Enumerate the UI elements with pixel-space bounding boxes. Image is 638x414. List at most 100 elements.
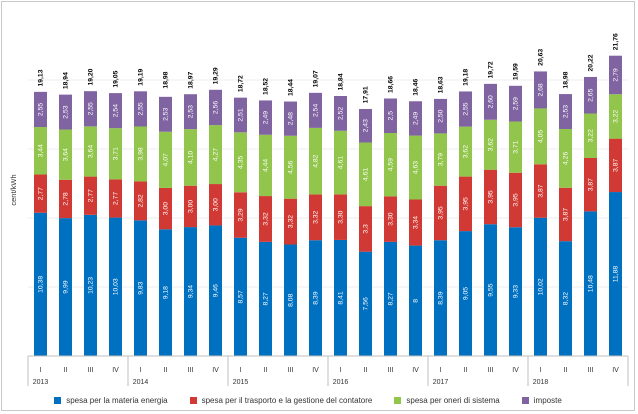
segment-data-label: 3,00: [212, 198, 219, 211]
legend-swatch-oneri: [394, 396, 402, 404]
bar-segment: [284, 135, 297, 199]
legend-item-oneri: spesa per oneri di sistema: [394, 396, 500, 405]
total-data-label: 19,05: [112, 70, 119, 87]
bar-segment: [534, 164, 547, 218]
segment-data-label: 2,49: [412, 112, 419, 125]
segment-data-label: 3,30: [337, 210, 344, 223]
bar-segment: [284, 101, 297, 136]
bar-segment: [409, 101, 422, 136]
total-data-label: 19,20: [87, 68, 94, 85]
segment-data-label: 2,53: [62, 105, 69, 118]
bar-segment: [559, 187, 572, 242]
segment-data-label: 11,88: [612, 266, 619, 283]
total-data-label: 20,22: [587, 54, 594, 71]
bar-segment: [59, 218, 72, 356]
bar-segment: [159, 187, 172, 230]
chart-legend: spesa per la materia energia spesa per i…: [0, 392, 638, 408]
x-tick-label-quarter: I: [340, 367, 342, 374]
bar-segment: [209, 89, 222, 126]
segment-data-label: 4,05: [537, 130, 544, 143]
segment-data-label: 9,83: [137, 281, 144, 294]
bar-segment: [209, 225, 222, 356]
bar-segment: [609, 192, 622, 356]
segment-data-label: 3,22: [612, 110, 619, 123]
x-tick-label-quarter: II: [64, 367, 68, 374]
bar-segment: [434, 98, 447, 134]
segment-data-label: 8,32: [562, 292, 569, 305]
segment-data-label: 2,54: [312, 104, 319, 117]
x-tick-label-quarter: III: [288, 367, 294, 374]
segment-data-label: 3,3: [362, 224, 369, 234]
bar-segment: [334, 239, 347, 356]
bar-segment: [334, 194, 347, 240]
segment-data-label: 2,50: [437, 109, 444, 122]
segment-data-label: 2,65: [587, 88, 594, 101]
segment-data-label: 9,18: [162, 286, 169, 299]
segment-data-label: 9,34: [187, 285, 194, 298]
x-tick-label-year: 2014: [133, 379, 149, 386]
segment-data-label: 3,32: [287, 215, 294, 228]
segment-data-label: 10,23: [87, 277, 94, 294]
bar-segment: [509, 85, 522, 122]
segment-data-label: 4,26: [562, 152, 569, 165]
bar-segment: [84, 126, 97, 177]
segment-data-label: 2,77: [37, 187, 44, 200]
segment-data-label: 2,55: [37, 103, 44, 116]
bar-segment: [584, 211, 597, 356]
segment-data-label: 3,34: [412, 216, 419, 229]
segment-data-label: 2,43: [362, 119, 369, 132]
segment-data-label: 2,78: [62, 192, 69, 205]
bar-segment: [609, 94, 622, 139]
segment-data-label: 2,55: [137, 102, 144, 115]
legend-swatch-trasporto: [189, 396, 197, 404]
segment-data-label: 4,44: [262, 159, 269, 172]
total-data-label: 19,29: [212, 67, 219, 84]
x-tick-label-quarter: IV: [212, 367, 219, 374]
bar-segment: [134, 181, 147, 221]
bar-segment: [534, 108, 547, 165]
segment-data-label: 3,87: [562, 208, 569, 221]
bar-segment: [384, 241, 397, 356]
total-data-label: 18,44: [287, 79, 294, 96]
segment-data-label: 3,71: [512, 140, 519, 153]
total-data-label: 18,66: [387, 76, 394, 93]
bar-segment: [309, 92, 322, 128]
x-tick-label-quarter: II: [564, 367, 568, 374]
segment-data-label: 2,52: [337, 107, 344, 120]
segment-data-label: 2,68: [537, 83, 544, 96]
legend-item-imposte: imposte: [521, 396, 562, 405]
segment-data-label: 4,56: [287, 160, 294, 173]
segment-data-label: 3,87: [587, 178, 594, 191]
bar-segment: [434, 185, 447, 241]
total-data-label: 20,63: [537, 49, 544, 66]
segment-data-label: 2,53: [162, 107, 169, 120]
segment-data-label: 9,46: [212, 284, 219, 297]
bar-segment: [34, 91, 47, 128]
segment-data-label: 4,61: [362, 167, 369, 180]
segment-data-label: 2,82: [137, 194, 144, 207]
segment-data-label: 4,35: [237, 155, 244, 168]
legend-swatch-imposte: [521, 396, 529, 404]
total-data-label: 18,98: [562, 71, 569, 88]
bar-segment: [409, 135, 422, 200]
bar-segment: [409, 245, 422, 356]
bar-segment: [259, 100, 272, 135]
segment-data-label: 3,95: [462, 197, 469, 210]
x-tick-label-quarter: III: [188, 367, 194, 374]
bar-segment: [284, 244, 297, 356]
bar-segment: [59, 129, 72, 180]
bar-segment: [109, 217, 122, 356]
segment-data-label: 9,33: [512, 285, 519, 298]
total-data-label: 19,59: [512, 63, 519, 80]
segment-data-label: 2,77: [112, 192, 119, 205]
bar-segment: [384, 196, 397, 242]
bar-segment: [484, 119, 497, 170]
bar-segment: [234, 192, 247, 238]
segment-data-label: 8,41: [337, 291, 344, 304]
total-data-label: 19,13: [37, 69, 44, 86]
segment-data-label: 2,59: [512, 97, 519, 110]
bar-segment: [134, 91, 147, 127]
x-tick-label-quarter: III: [88, 367, 94, 374]
total-data-label: 18,72: [237, 75, 244, 92]
bar-segment: [434, 240, 447, 356]
